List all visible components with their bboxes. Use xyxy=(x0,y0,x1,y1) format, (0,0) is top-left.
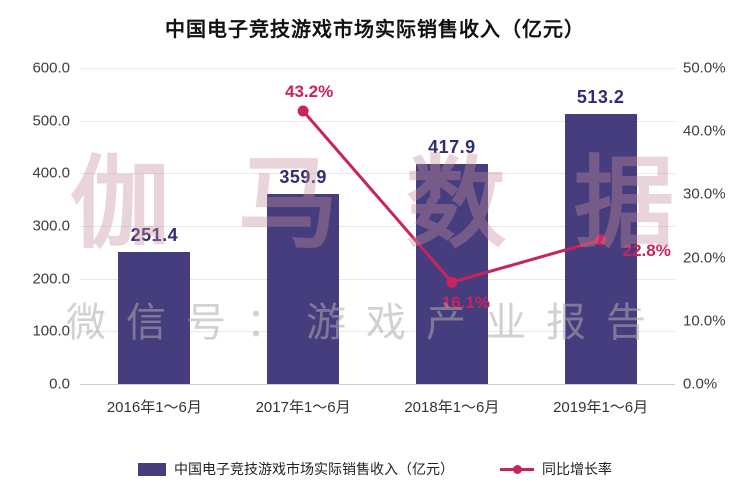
chart-title: 中国电子竞技游戏市场实际销售收入（亿元） xyxy=(165,19,585,41)
growth-value-label: 43.2% xyxy=(285,81,334,101)
legend-item-revenue: 中国电子竞技游戏市场实际销售收入（亿元） xyxy=(138,459,454,479)
right-axis-tick-label: 50.0% xyxy=(683,59,726,77)
y-axis-tick-label: 600.0 xyxy=(32,59,70,77)
y-axis-tick-label: 100.0 xyxy=(32,322,70,340)
revenue-bar xyxy=(267,194,340,384)
growth-value-label: 22.8% xyxy=(622,240,671,260)
legend-revenue-label: 中国电子竞技游戏市场实际销售收入（亿元） xyxy=(174,461,454,477)
bar-value-label: 251.4 xyxy=(130,224,179,245)
revenue-bar xyxy=(118,251,191,384)
legend: 中国电子竞技游戏市场实际销售收入（亿元） 同比增长率 xyxy=(0,459,750,479)
bar-series-swatch-icon xyxy=(138,462,166,476)
legend-item-growth: 同比增长率 xyxy=(500,459,612,479)
line-series-dot-icon xyxy=(513,464,522,474)
y-axis-tick-label: 0.0 xyxy=(49,375,70,393)
legend-growth-label: 同比增长率 xyxy=(542,461,612,477)
right-axis-tick-label: 0.0% xyxy=(683,375,718,393)
right-axis-tick-label: 20.0% xyxy=(683,249,726,267)
y-axis-tick-label: 400.0 xyxy=(32,164,70,182)
gridline xyxy=(80,384,675,385)
bar-value-label: 359.9 xyxy=(279,167,327,188)
y-axis-tick-label: 500.0 xyxy=(32,112,70,130)
bar-value-label: 417.9 xyxy=(428,136,476,157)
revenue-bar xyxy=(415,163,488,384)
growth-point xyxy=(297,105,309,117)
gridline xyxy=(80,331,675,333)
x-axis-label: 2019年1～6月 xyxy=(553,399,649,416)
line-series-swatch-icon xyxy=(500,464,534,474)
right-axis-tick-label: 40.0% xyxy=(683,122,726,140)
right-axis-tick-label: 10.0% xyxy=(683,312,726,330)
x-axis-label: 2017年1～6月 xyxy=(255,399,351,416)
right-axis-tick-label: 30.0% xyxy=(683,185,726,203)
growth-value-label: 16.1% xyxy=(441,293,490,313)
x-axis-label: 2018年1～6月 xyxy=(404,399,500,416)
gridline xyxy=(80,68,675,69)
bar-value-label: 513.2 xyxy=(576,86,625,107)
y-axis-tick-label: 200.0 xyxy=(32,270,70,288)
x-axis-label: 2016年1～6月 xyxy=(106,399,202,416)
y-axis-tick-label: 300.0 xyxy=(32,217,70,235)
